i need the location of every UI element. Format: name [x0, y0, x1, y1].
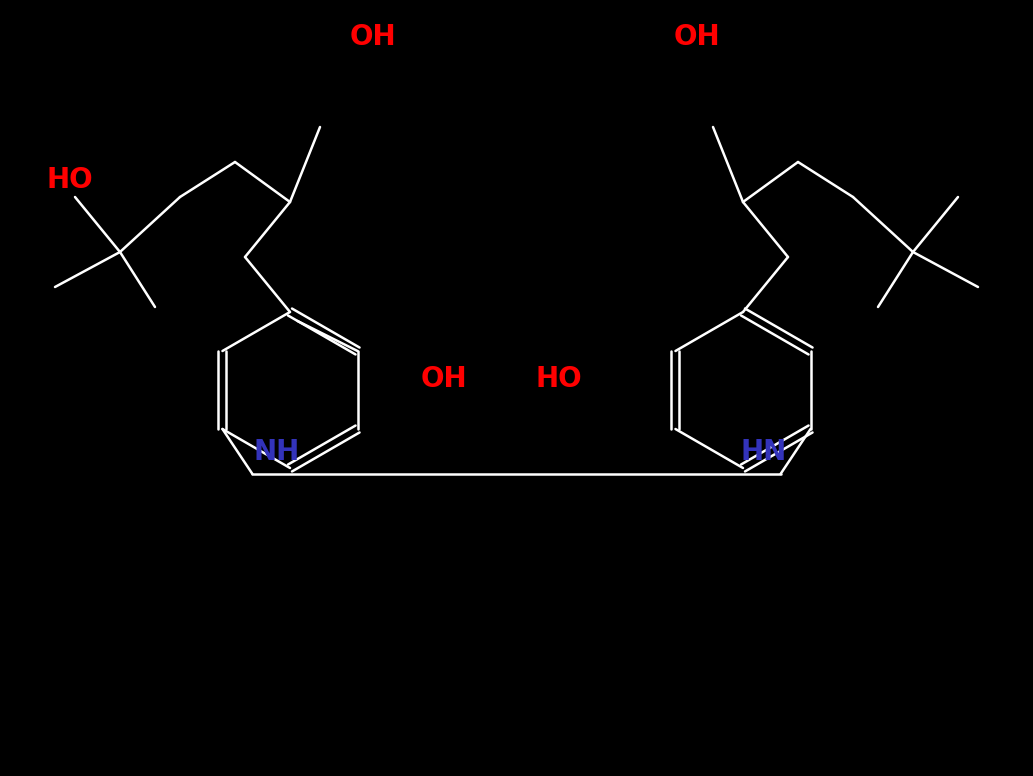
Text: OH: OH: [349, 23, 396, 51]
Text: HO: HO: [535, 365, 582, 393]
Text: HN: HN: [741, 438, 787, 466]
Text: NH: NH: [253, 438, 300, 466]
Text: OH: OH: [420, 365, 467, 393]
Text: OH: OH: [674, 23, 720, 51]
Text: HO: HO: [46, 166, 93, 194]
